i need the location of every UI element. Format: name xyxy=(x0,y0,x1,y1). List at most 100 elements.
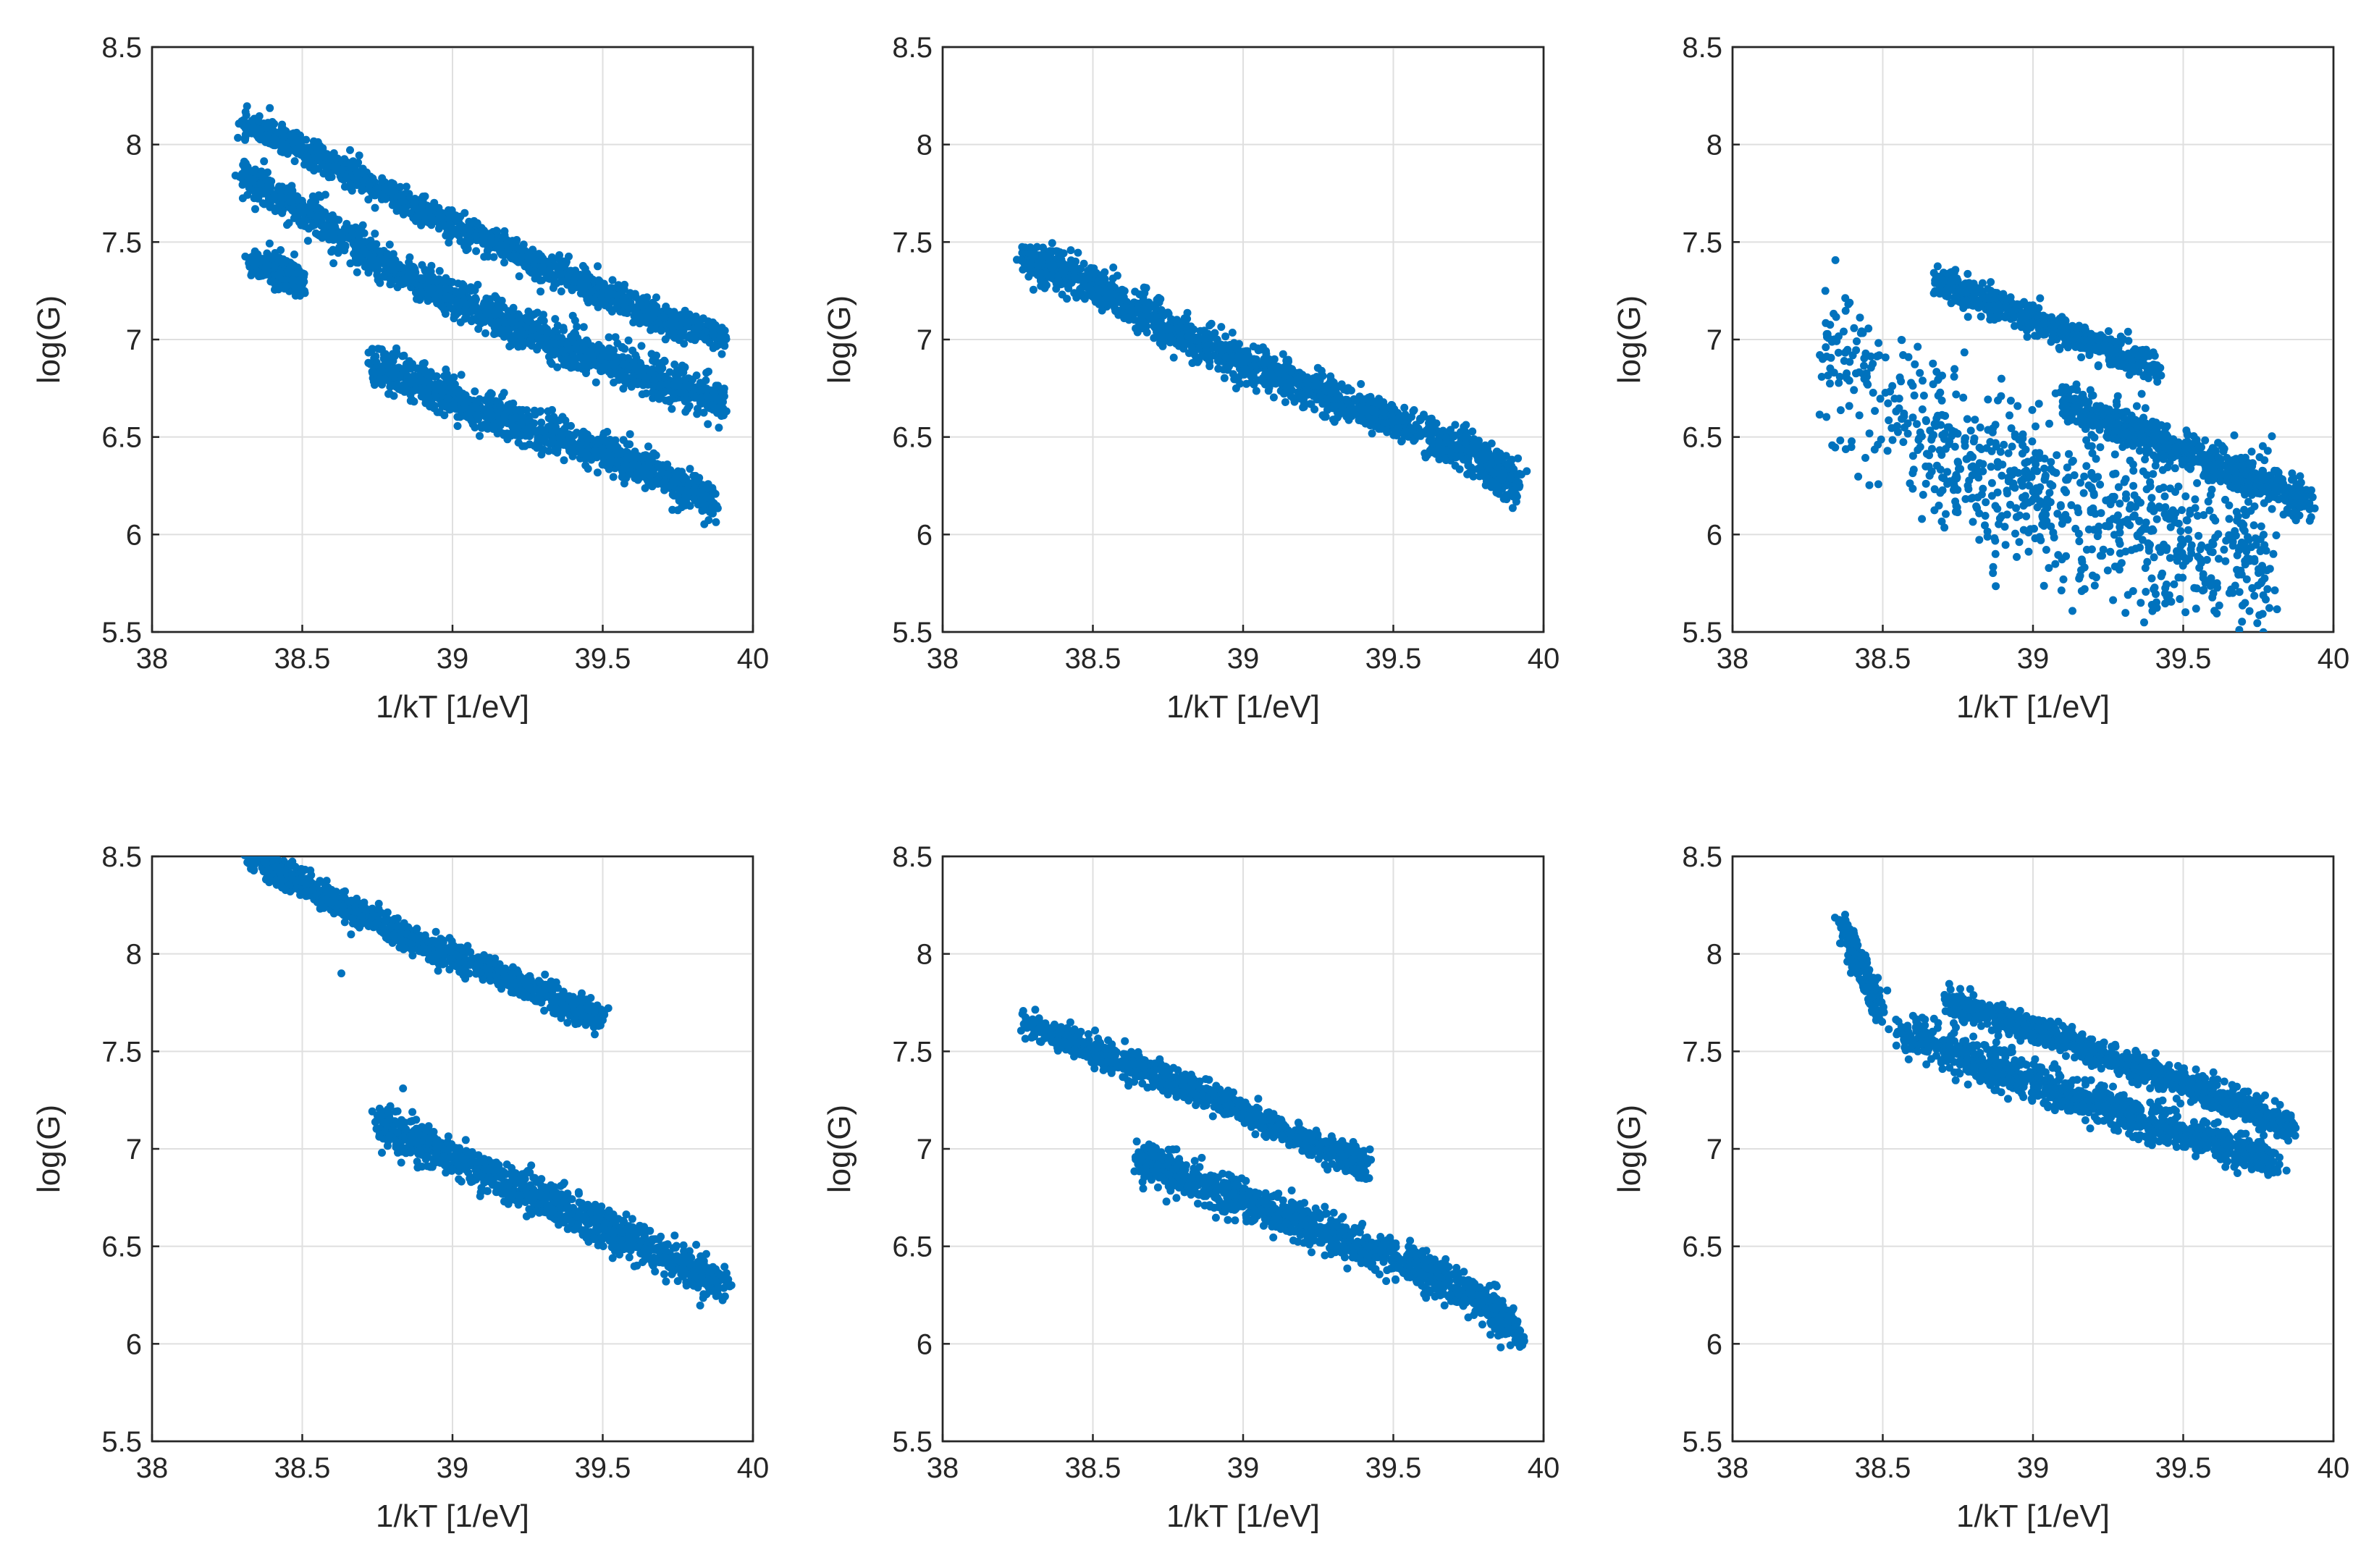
y-tick-label: 6.5 xyxy=(101,422,142,454)
data-point xyxy=(258,172,266,181)
data-point xyxy=(1024,272,1033,281)
data-point xyxy=(1052,247,1061,256)
subplot-top-middle: 38 38.5 39 39.5 405.566.577.588.51/kT [1/eV]… xyxy=(822,32,1559,725)
data-point xyxy=(238,180,247,189)
data-point xyxy=(1145,313,1154,322)
data-point xyxy=(340,182,349,191)
series-outliers xyxy=(241,239,309,300)
data-point xyxy=(298,196,306,205)
data-point xyxy=(568,311,577,320)
data-point xyxy=(549,261,557,270)
data-point xyxy=(307,198,316,207)
data-point xyxy=(1032,243,1041,251)
data-point xyxy=(398,264,407,272)
data-point xyxy=(551,340,560,348)
data-point xyxy=(542,340,551,349)
data-point xyxy=(248,167,256,176)
data-point xyxy=(631,293,640,301)
data-point xyxy=(680,376,689,384)
data-point xyxy=(511,406,520,415)
data-point xyxy=(626,430,634,439)
data-point xyxy=(500,332,508,341)
data-point xyxy=(313,140,322,149)
data-point xyxy=(256,180,265,188)
data-point xyxy=(686,331,694,340)
data-point xyxy=(321,190,329,199)
data-point xyxy=(648,482,657,491)
axes-frame xyxy=(941,46,1545,633)
data-point xyxy=(435,266,444,275)
data-point xyxy=(295,277,303,286)
data-point xyxy=(286,197,295,206)
data-point xyxy=(278,128,287,137)
data-point xyxy=(573,322,581,331)
data-point xyxy=(565,252,573,261)
data-point xyxy=(1215,345,1224,354)
data-point xyxy=(282,276,290,284)
data-point xyxy=(261,266,270,274)
data-point xyxy=(274,271,282,279)
data-point xyxy=(648,388,657,397)
data-point xyxy=(1076,284,1085,293)
data-point xyxy=(675,468,683,476)
data-point xyxy=(472,247,481,256)
data-point xyxy=(524,264,533,273)
x-tick-label: 40 xyxy=(737,643,770,675)
data-point xyxy=(685,402,694,410)
data-point xyxy=(364,250,373,258)
y-tick-label: 7 xyxy=(126,324,142,356)
series-middle-band xyxy=(231,157,731,432)
data-point xyxy=(387,279,395,288)
data-point xyxy=(699,500,708,509)
data-point xyxy=(1200,335,1208,344)
data-point xyxy=(1018,243,1027,251)
data-point xyxy=(684,481,692,489)
data-point xyxy=(456,318,465,326)
data-point xyxy=(530,442,539,450)
data-point xyxy=(512,237,521,246)
data-point xyxy=(1220,374,1229,382)
data-point xyxy=(550,350,558,359)
data-point xyxy=(607,307,616,316)
data-point xyxy=(492,294,501,303)
data-point xyxy=(608,276,617,284)
data-point xyxy=(1214,364,1223,373)
data-point xyxy=(523,406,531,415)
data-point xyxy=(641,373,649,382)
data-point xyxy=(270,135,278,143)
data-point xyxy=(587,287,596,296)
data-point xyxy=(261,138,270,146)
data-point xyxy=(1228,342,1236,350)
data-point xyxy=(472,411,481,420)
data-point xyxy=(1132,324,1140,333)
data-point xyxy=(675,388,683,397)
data-point xyxy=(1142,328,1151,337)
data-point xyxy=(260,200,269,208)
data-point xyxy=(249,175,258,184)
data-point xyxy=(576,443,584,452)
data-point xyxy=(639,381,647,389)
data-point xyxy=(1163,308,1172,317)
data-point xyxy=(282,282,290,290)
data-point xyxy=(416,287,425,296)
data-point xyxy=(248,269,256,277)
data-point xyxy=(465,395,473,404)
data-point xyxy=(1187,322,1195,331)
data-point xyxy=(256,125,265,134)
data-point xyxy=(609,438,618,447)
data-point xyxy=(428,203,437,211)
data-point xyxy=(268,118,277,126)
data-point xyxy=(1120,314,1129,323)
data-point xyxy=(547,253,556,261)
data-point xyxy=(231,172,240,180)
data-point xyxy=(657,326,665,335)
data-point xyxy=(324,162,332,170)
data-point xyxy=(605,465,613,473)
y-tick-label: 5.5 xyxy=(101,617,142,649)
data-point xyxy=(261,186,269,195)
data-point xyxy=(580,345,589,354)
data-point xyxy=(1187,343,1196,351)
data-point xyxy=(424,385,433,394)
data-point xyxy=(1184,349,1193,358)
